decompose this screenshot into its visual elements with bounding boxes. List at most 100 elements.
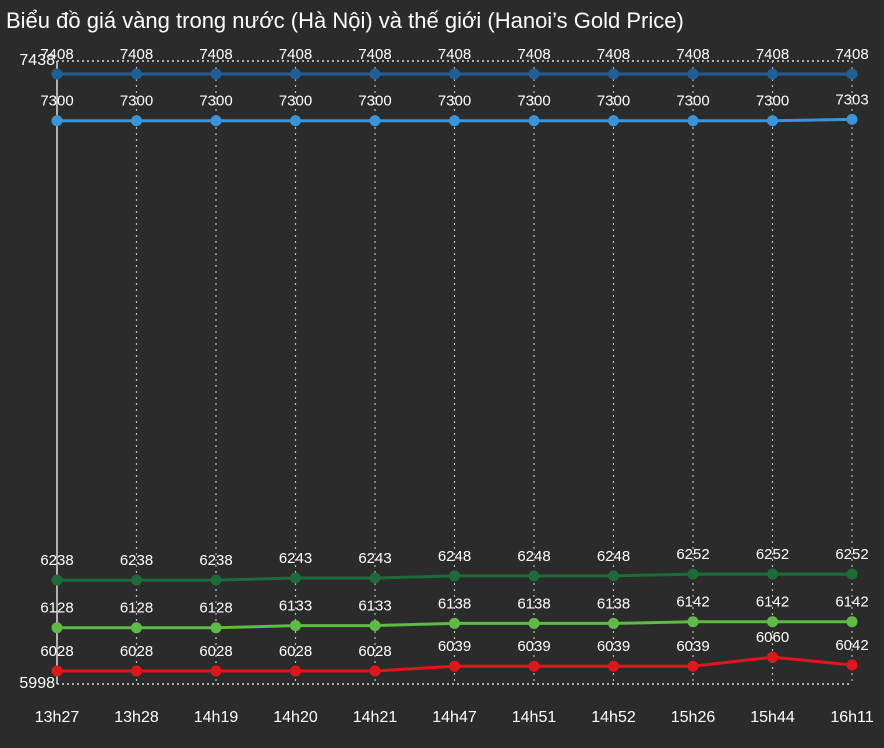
point [528, 115, 540, 127]
value-label: 7300 [358, 93, 391, 110]
value-label: 6238 [199, 552, 232, 569]
value-label: 6028 [358, 643, 391, 660]
value-label: 6142 [676, 594, 709, 611]
value-label: 7300 [517, 93, 550, 110]
point [369, 115, 381, 127]
value-label: 7303 [835, 91, 868, 108]
point [369, 620, 381, 632]
point [687, 568, 699, 580]
point [210, 622, 222, 634]
value-label: 7408 [40, 46, 73, 63]
point [51, 665, 63, 677]
value-label: 7300 [676, 93, 709, 110]
value-label: 6039 [438, 638, 471, 655]
value-label: 6133 [358, 598, 391, 615]
point [369, 68, 381, 80]
value-label: 7300 [279, 93, 312, 110]
value-label: 7300 [120, 93, 153, 110]
point [528, 570, 540, 582]
point [846, 113, 858, 125]
value-label: 7408 [199, 46, 232, 63]
x-tick-label: 13h28 [114, 709, 159, 726]
value-label: 6138 [517, 595, 550, 612]
point [210, 68, 222, 80]
value-label: 6128 [120, 600, 153, 617]
point [846, 659, 858, 671]
value-label: 6238 [40, 552, 73, 569]
point [131, 68, 142, 80]
point [449, 617, 460, 629]
point [767, 616, 778, 628]
x-tick-label: 14h51 [512, 709, 557, 726]
x-tick-label: 14h21 [353, 709, 398, 726]
point [210, 115, 222, 127]
x-tick-label: 13h27 [35, 709, 80, 726]
point [767, 68, 778, 80]
value-label: 6060 [756, 629, 789, 646]
point [687, 616, 699, 628]
value-label: 6248 [597, 548, 630, 565]
value-label: 7300 [756, 93, 789, 110]
value-label: 6133 [279, 598, 312, 615]
point [131, 622, 142, 634]
point [528, 617, 540, 629]
x-tick-label: 14h19 [194, 709, 239, 726]
value-label: 6138 [597, 595, 630, 612]
value-label: 7408 [597, 46, 630, 63]
value-label: 6142 [835, 594, 868, 611]
value-label: 7408 [120, 46, 153, 63]
value-label: 6243 [279, 550, 312, 567]
point [51, 622, 63, 634]
point [131, 115, 142, 127]
value-label: 7408 [756, 46, 789, 63]
value-label: 6028 [120, 643, 153, 660]
point [846, 68, 858, 80]
point [687, 660, 699, 672]
point [846, 568, 858, 580]
value-label: 7300 [597, 93, 630, 110]
value-label: 6138 [438, 595, 471, 612]
value-label: 6042 [835, 637, 868, 654]
point [449, 68, 460, 80]
value-label: 6252 [835, 546, 868, 563]
point [290, 572, 301, 584]
point [369, 572, 381, 584]
point [131, 665, 142, 677]
point [51, 115, 63, 127]
value-label: 7300 [40, 93, 73, 110]
point [608, 570, 619, 582]
value-label: 7408 [438, 46, 471, 63]
value-label: 6128 [40, 600, 73, 617]
value-label: 6243 [358, 550, 391, 567]
point [131, 574, 142, 586]
value-label: 6252 [756, 546, 789, 563]
value-label: 6039 [517, 638, 550, 655]
point [608, 660, 619, 672]
x-tick-label: 15h26 [671, 709, 716, 726]
point [528, 68, 540, 80]
value-label: 6252 [676, 546, 709, 563]
x-tick-label: 15h44 [750, 709, 795, 726]
point [767, 568, 778, 580]
x-tick-label: 14h52 [591, 709, 636, 726]
point [51, 574, 63, 586]
value-label: 7408 [358, 46, 391, 63]
point [449, 660, 460, 672]
point [51, 68, 63, 80]
point [608, 68, 619, 80]
point [767, 115, 778, 127]
value-label: 7408 [676, 46, 709, 63]
value-label: 6248 [438, 548, 471, 565]
point [608, 115, 619, 127]
value-label: 7408 [517, 46, 550, 63]
value-label: 6128 [199, 600, 232, 617]
point [369, 665, 381, 677]
point [290, 68, 301, 80]
point [290, 665, 301, 677]
x-tick-label: 14h20 [273, 709, 318, 726]
value-label: 6248 [517, 548, 550, 565]
point [608, 617, 619, 629]
point [687, 115, 699, 127]
